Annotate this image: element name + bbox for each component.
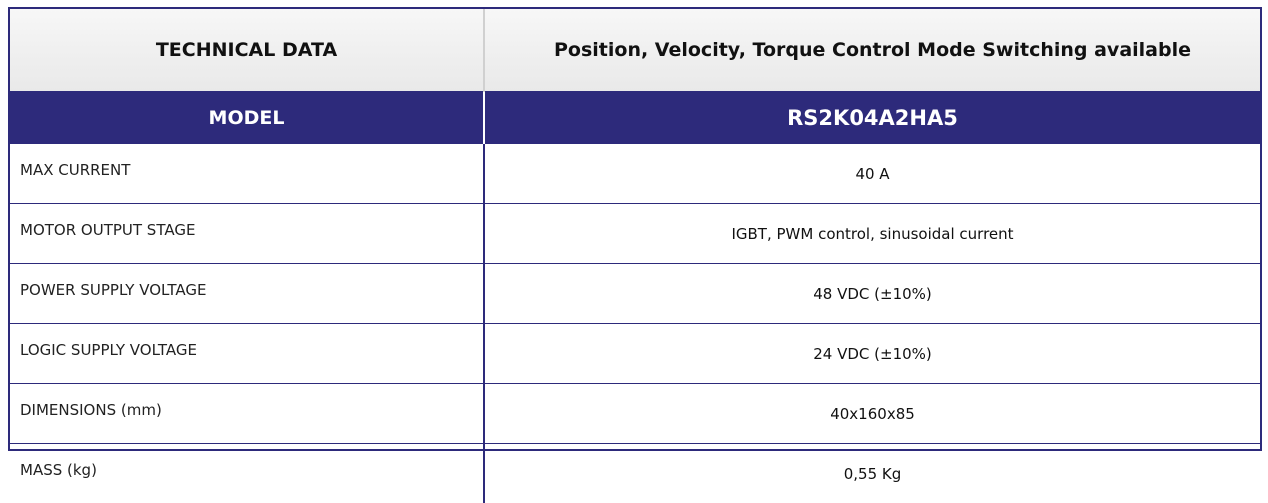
spec-label: LOGIC SUPPLY VOLTAGE (10, 324, 484, 384)
spec-label: DIMENSIONS (mm) (10, 384, 484, 444)
spec-value: 0,55 Kg (484, 444, 1260, 503)
spec-row: MASS (kg)0,55 Kg (10, 444, 1260, 503)
spec-table: TECHNICAL DATA Position, Velocity, Torqu… (8, 7, 1262, 451)
header-row: TECHNICAL DATA Position, Velocity, Torqu… (10, 9, 1260, 92)
table-body: TECHNICAL DATA Position, Velocity, Torqu… (10, 9, 1260, 503)
spec-value: 24 VDC (±10%) (484, 324, 1260, 384)
spec-value: IGBT, PWM control, sinusoidal current (484, 204, 1260, 264)
model-value: RS2K04A2HA5 (484, 92, 1260, 144)
spec-value: 40 A (484, 144, 1260, 204)
page: {"header": {"title": "TECHNICAL DATA", "… (0, 0, 1268, 459)
spec-label: MOTOR OUTPUT STAGE (10, 204, 484, 264)
spec-value: 48 VDC (±10%) (484, 264, 1260, 324)
spec-row: DIMENSIONS (mm)40x160x85 (10, 384, 1260, 444)
spec-label: MAX CURRENT (10, 144, 484, 204)
spec-label: POWER SUPPLY VOLTAGE (10, 264, 484, 324)
model-label: MODEL (10, 92, 484, 144)
spec-value: 40x160x85 (484, 384, 1260, 444)
header-subtitle: Position, Velocity, Torque Control Mode … (484, 9, 1260, 92)
table: TECHNICAL DATA Position, Velocity, Torqu… (10, 9, 1260, 503)
model-row: MODEL RS2K04A2HA5 (10, 92, 1260, 144)
spec-label: MASS (kg) (10, 444, 484, 503)
header-title: TECHNICAL DATA (10, 9, 484, 92)
